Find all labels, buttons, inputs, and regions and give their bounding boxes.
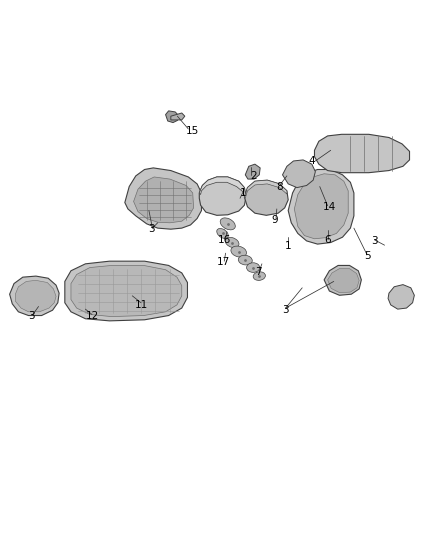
Polygon shape (245, 164, 260, 179)
Polygon shape (199, 177, 244, 195)
Polygon shape (134, 177, 194, 223)
Polygon shape (125, 168, 201, 229)
Text: 17: 17 (217, 257, 230, 267)
Text: 12: 12 (85, 311, 99, 320)
Polygon shape (15, 280, 56, 312)
Text: 1: 1 (240, 188, 247, 198)
Text: 15: 15 (186, 126, 199, 135)
Text: 3: 3 (28, 311, 35, 320)
Polygon shape (294, 174, 348, 239)
Polygon shape (244, 180, 287, 198)
Polygon shape (283, 160, 315, 188)
Text: 14: 14 (323, 202, 336, 212)
Ellipse shape (247, 263, 260, 272)
Ellipse shape (225, 237, 239, 248)
Text: 2: 2 (250, 171, 257, 181)
Polygon shape (166, 111, 179, 123)
Polygon shape (71, 265, 182, 317)
Text: 4: 4 (308, 157, 315, 166)
Polygon shape (65, 261, 187, 321)
Ellipse shape (253, 272, 265, 280)
Text: 3: 3 (282, 305, 289, 315)
Ellipse shape (220, 218, 235, 230)
Text: 3: 3 (371, 236, 378, 246)
Polygon shape (199, 177, 246, 215)
Text: 9: 9 (272, 215, 279, 224)
Text: 8: 8 (276, 182, 283, 191)
Polygon shape (328, 269, 359, 293)
Ellipse shape (231, 246, 247, 257)
Text: 16: 16 (218, 235, 231, 245)
Text: 6: 6 (324, 235, 331, 245)
Ellipse shape (217, 229, 228, 238)
Text: 7: 7 (255, 267, 262, 277)
Polygon shape (244, 180, 288, 215)
Polygon shape (324, 265, 361, 295)
Polygon shape (314, 134, 410, 173)
Text: 5: 5 (364, 251, 371, 261)
Text: 1: 1 (285, 241, 292, 251)
Polygon shape (10, 276, 59, 316)
Polygon shape (171, 113, 185, 120)
Ellipse shape (238, 255, 252, 265)
Text: 3: 3 (148, 224, 155, 234)
Polygon shape (388, 285, 414, 309)
Text: 11: 11 (134, 300, 148, 310)
Polygon shape (288, 169, 354, 244)
